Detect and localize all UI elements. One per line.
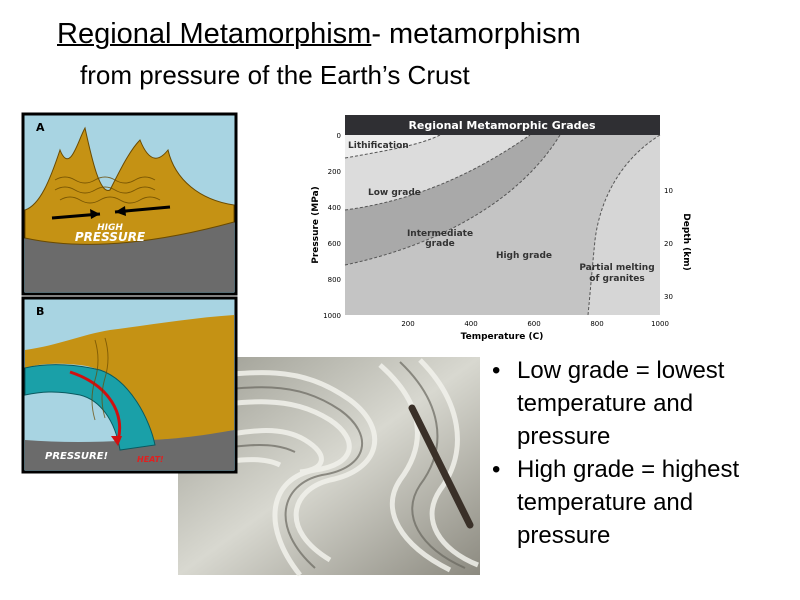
y2-axis-label: Depth (km) [681, 213, 691, 270]
x-tick-label: 600 [527, 320, 540, 328]
title-main: Regional Metamorphism [57, 18, 372, 50]
y2-tick-label: 10 [664, 187, 673, 195]
y-tick-label: 0 [337, 132, 341, 140]
region-label: Low grade [368, 188, 421, 198]
region-label: Intermediate [407, 229, 473, 239]
y2-tick-label: 20 [664, 240, 673, 248]
figure-a-text: HIGH [97, 223, 123, 233]
x-tick-label: 400 [464, 320, 477, 328]
slide-title: Regional Metamorphism- metamorphism [57, 18, 581, 51]
title-rest: - metamorphism [371, 18, 581, 50]
y-tick-label: 800 [328, 276, 341, 284]
figure-a-text: PRESSURE [75, 230, 146, 244]
bullet-text: Low grade = lowest temperature and press… [517, 357, 725, 450]
region-label: of granites [589, 274, 644, 284]
y-tick-label: 400 [328, 204, 341, 212]
figure-a-label: A [36, 121, 45, 134]
bullet: • High grade = highest temperature and pr… [492, 456, 740, 549]
y-tick-label: 1000 [323, 312, 341, 320]
y-tick-label: 200 [328, 168, 341, 176]
figure-b-label: B [36, 305, 44, 318]
x-tick-label: 1000 [651, 320, 669, 328]
bullet: • Low grade = lowest temperature and pres… [492, 357, 725, 450]
x-axis-label: Temperature (C) [461, 332, 544, 342]
y-axis-label: Pressure (MPa) [311, 186, 321, 264]
bullet-text: High grade = highest temperature and pre… [517, 456, 740, 549]
grades-diagram: Regional Metamorphic Grades Lithificatio… [311, 115, 691, 342]
y-tick-label: 600 [328, 240, 341, 248]
figure-b-text: HEAT! [137, 455, 164, 464]
y2-tick-label: 30 [664, 293, 673, 301]
region-label: High grade [496, 251, 552, 261]
region-label: Partial melting [579, 263, 654, 273]
rock-photo [178, 357, 480, 577]
region-label: grade [425, 239, 455, 249]
bullet-list: • Low grade = lowest temperature and pres… [492, 354, 792, 552]
figure-b-text: PRESSURE! [45, 451, 108, 462]
figure-b: B PRESSURE! HEAT! [21, 296, 238, 474]
region-label: Lithification [348, 141, 409, 151]
x-tick-label: 800 [590, 320, 603, 328]
slide-subtitle: from pressure of the Earth’s Crust [80, 60, 470, 90]
x-tick-label: 200 [401, 320, 414, 328]
figure-a: A HIGH PRESSURE [21, 112, 238, 296]
diagram-title: Regional Metamorphic Grades [408, 119, 596, 132]
